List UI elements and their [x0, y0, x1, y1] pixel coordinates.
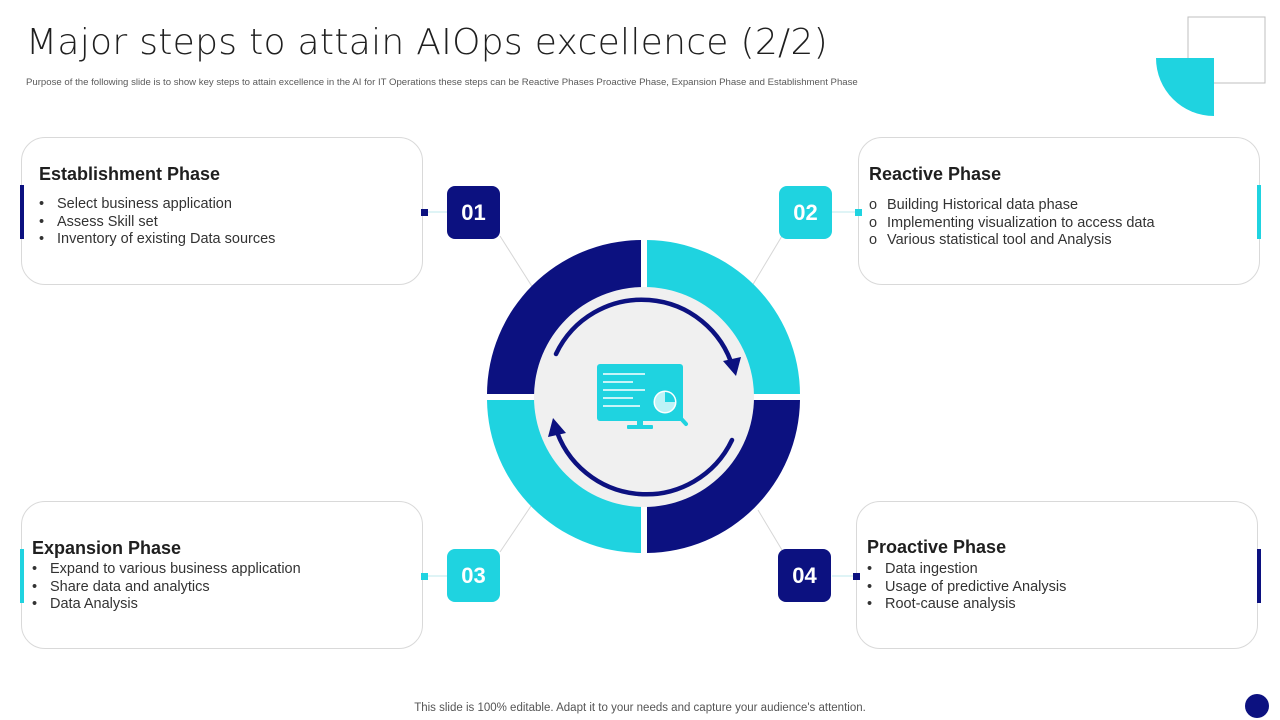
card-expansion-phase: Expansion Phase • Expand to various busin…	[20, 501, 423, 649]
ring-segments	[487, 240, 800, 553]
connector-dot	[421, 209, 428, 216]
card-title: Expansion Phase	[32, 538, 182, 558]
refresh-cycle-icon	[552, 297, 736, 497]
corner-dot	[1245, 694, 1269, 718]
ring-segment-bottom-left	[487, 400, 641, 553]
slide-title: Major steps to attain AIOps excellence (…	[26, 22, 829, 63]
card-accent-bar	[20, 549, 24, 603]
card-accent-bar	[1257, 185, 1261, 239]
corner-decoration	[1156, 16, 1266, 116]
list-item: • Assess Skill set	[39, 213, 158, 230]
card-bullet-list: • Select business application • Assess Ski…	[39, 196, 275, 249]
card-bullet-list: o Building Historical data phase o Impleme…	[869, 197, 1155, 250]
ring-segment-top-right	[647, 240, 800, 394]
card-title: Proactive Phase	[867, 537, 1007, 557]
card-reactive-phase: Reactive Phase o Building Historical data…	[858, 137, 1261, 285]
card-bullet-list: • Expand to various business application …	[32, 561, 301, 614]
card-establishment-phase: Establishment Phase • Select business app…	[20, 137, 423, 285]
connector-dot	[855, 209, 862, 216]
monitor-analytics-icon	[597, 364, 688, 429]
connector-dot	[421, 573, 428, 580]
list-item: • Usage of predictive Analysis	[867, 578, 1067, 595]
ring-segment-bottom-right	[647, 400, 800, 553]
center-cycle-graphic	[487, 240, 800, 553]
list-item: • Inventory of existing Data sources	[39, 231, 276, 247]
step-badge-03: 03	[447, 549, 500, 602]
slide-subtitle: Purpose of the following slide is to sho…	[26, 77, 858, 88]
list-item: o Building Historical data phase	[869, 197, 1079, 213]
step-badge-04: 04	[778, 549, 831, 602]
list-item: o Implementing visualization to access da…	[869, 214, 1155, 231]
list-item: • Root-cause analysis	[867, 596, 1016, 612]
card-title: Reactive Phase	[869, 164, 1002, 184]
footer-note: This slide is 100% editable. Adapt it to…	[414, 702, 866, 714]
list-item: • Data ingestion	[867, 561, 978, 577]
card-accent-bar	[1257, 549, 1261, 603]
card-proactive-phase: Proactive Phase • Data ingestion • Usage o…	[856, 501, 1261, 649]
card-bullet-list: • Data ingestion • Usage of predictive Ana…	[867, 561, 1066, 614]
list-item: o Various statistical tool and Analysis	[869, 232, 1112, 248]
ring-segment-top-left	[487, 240, 641, 394]
step-badge-02: 02	[779, 186, 832, 239]
connector-dot	[853, 573, 860, 580]
list-item: • Select business application	[39, 196, 232, 212]
list-item: • Data Analysis	[32, 596, 138, 612]
list-item: • Expand to various business application	[32, 561, 301, 577]
card-accent-bar	[20, 185, 24, 239]
step-badge-01: 01	[447, 186, 500, 239]
list-item: • Share data and analytics	[32, 578, 210, 595]
card-title: Establishment Phase	[39, 164, 221, 184]
